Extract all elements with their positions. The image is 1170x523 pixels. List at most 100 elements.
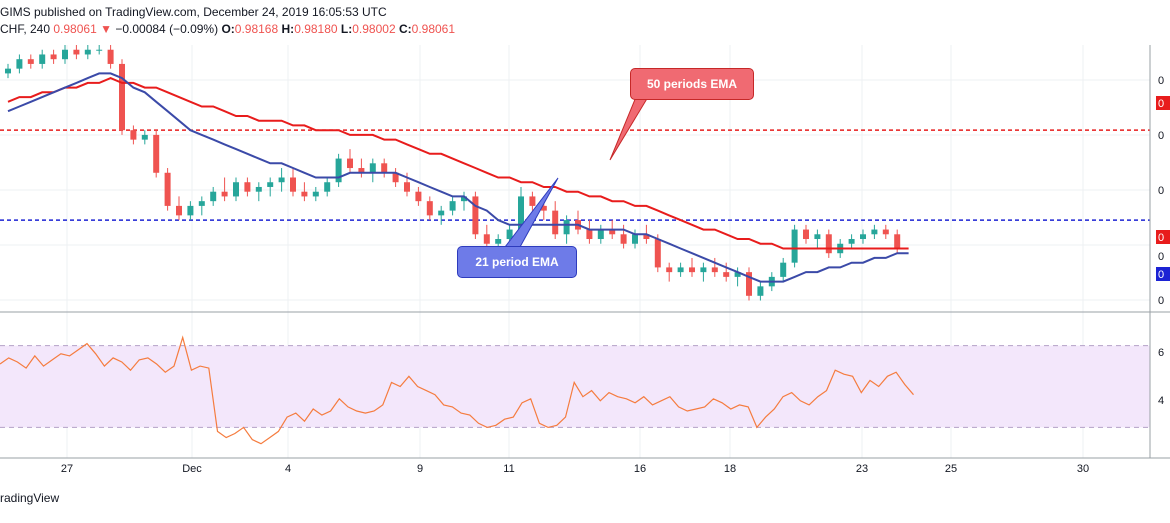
candle-body xyxy=(347,158,353,169)
candle-body xyxy=(73,49,80,55)
candle-body xyxy=(415,191,422,202)
candle-body xyxy=(666,267,673,273)
rsi-axis-label: 4 xyxy=(1158,395,1164,407)
symbol-label: CHF, 240 xyxy=(0,22,51,36)
candle-body xyxy=(130,130,137,140)
candle-body xyxy=(290,177,296,192)
candle-body xyxy=(62,49,68,60)
high-label: H: xyxy=(281,22,295,36)
candle-body xyxy=(267,182,274,187)
candle-body xyxy=(16,59,23,69)
x-tick-label: 18 xyxy=(724,463,736,475)
change-arrow-icon: ▼ xyxy=(100,22,112,36)
candle-body xyxy=(244,182,251,192)
candle-body xyxy=(643,234,650,240)
ema21-line xyxy=(7,72,909,283)
candle-body xyxy=(723,272,730,277)
price-tag xyxy=(1156,96,1170,110)
ema50-line xyxy=(7,77,909,250)
ema21-annotation[interactable]: 21 period EMA xyxy=(457,246,577,278)
candle-body xyxy=(540,205,547,211)
candle-body xyxy=(335,158,342,183)
rsi-axis-label: 6 xyxy=(1158,347,1164,359)
candle-body xyxy=(153,134,160,173)
candle-body xyxy=(187,205,194,216)
x-tick-label: 30 xyxy=(1077,463,1089,475)
price-axis-label: 0 xyxy=(1158,232,1164,244)
low-label: L: xyxy=(340,22,353,36)
candle-body xyxy=(278,177,285,183)
candle-body xyxy=(312,191,319,197)
candle-body xyxy=(882,229,889,235)
candle-body xyxy=(221,191,228,197)
low-value: 0.98002 xyxy=(352,22,396,36)
candle-body xyxy=(518,196,524,230)
candle-body xyxy=(586,229,593,240)
open-label: O: xyxy=(221,22,235,36)
last-price: 0.98061 xyxy=(53,22,97,36)
price-axis-label: 0 xyxy=(1158,75,1164,87)
candle-body xyxy=(860,234,866,240)
candle-body xyxy=(381,163,388,173)
x-tick-label: Dec xyxy=(182,463,202,475)
x-tick-label: 11 xyxy=(503,463,514,475)
candle-body xyxy=(609,229,616,235)
candle-body xyxy=(119,63,125,131)
candle-body xyxy=(472,196,479,235)
candle-body xyxy=(552,210,559,235)
candle-body xyxy=(392,172,399,183)
close-value: 0.98061 xyxy=(411,22,456,36)
candle-body xyxy=(107,49,114,64)
candle-body xyxy=(96,49,103,51)
x-tick-label: 25 xyxy=(945,463,957,475)
high-value: 0.98180 xyxy=(294,22,338,36)
candle-body xyxy=(654,239,661,268)
candle-body xyxy=(848,239,855,244)
candle-body xyxy=(84,49,91,55)
price-axis-label: 0 xyxy=(1158,130,1164,142)
candle-body xyxy=(894,234,901,249)
candle-body xyxy=(563,220,570,235)
brand-text: radingView xyxy=(0,491,60,505)
candle-body xyxy=(483,234,490,244)
x-tick-label: 9 xyxy=(417,463,423,475)
candle-body xyxy=(461,196,467,202)
ohlc-legend: CHF, 240 0.98061 ▼ −0.00084 (−0.09%) O: 0… xyxy=(0,22,455,36)
candle-body xyxy=(711,267,718,273)
x-tick-label: 27 xyxy=(61,463,73,475)
candle-body xyxy=(426,201,433,216)
candle-body xyxy=(198,201,205,206)
candle-body xyxy=(529,196,536,206)
candle-body xyxy=(50,54,57,60)
candle-body xyxy=(176,205,182,216)
candle-body xyxy=(5,68,11,74)
candle-body xyxy=(210,191,217,202)
tradingview-brand: radingView xyxy=(0,491,59,505)
candle-body xyxy=(324,182,331,192)
price-axis-label: 0 xyxy=(1158,185,1164,197)
candle-body xyxy=(757,286,764,296)
candle-body xyxy=(791,229,798,263)
candle-body xyxy=(255,186,262,192)
x-tick-label: 16 xyxy=(634,463,646,475)
x-tick-label: 4 xyxy=(285,463,291,475)
price-axis-label: 0 xyxy=(1158,251,1164,263)
publish-info-text: GIMS published on TradingView.com, Decem… xyxy=(0,5,387,19)
price-change: −0.00084 (−0.09%) xyxy=(115,22,219,36)
candle-body xyxy=(620,234,627,244)
candle-body xyxy=(404,182,410,192)
ema50-annotation[interactable]: 50 periods EMA xyxy=(630,68,754,100)
candle-body xyxy=(871,229,878,235)
candle-body xyxy=(689,267,695,273)
candle-body xyxy=(597,229,604,240)
candle-body xyxy=(141,134,148,140)
price-tag xyxy=(1156,230,1170,244)
candle-body xyxy=(369,163,376,173)
publish-info: GIMS published on TradingView.com, Decem… xyxy=(0,5,387,19)
candle-body xyxy=(438,210,445,216)
candle-body xyxy=(746,272,752,296)
price-axis-label: 0 xyxy=(1158,295,1164,307)
candle-body xyxy=(803,229,809,240)
